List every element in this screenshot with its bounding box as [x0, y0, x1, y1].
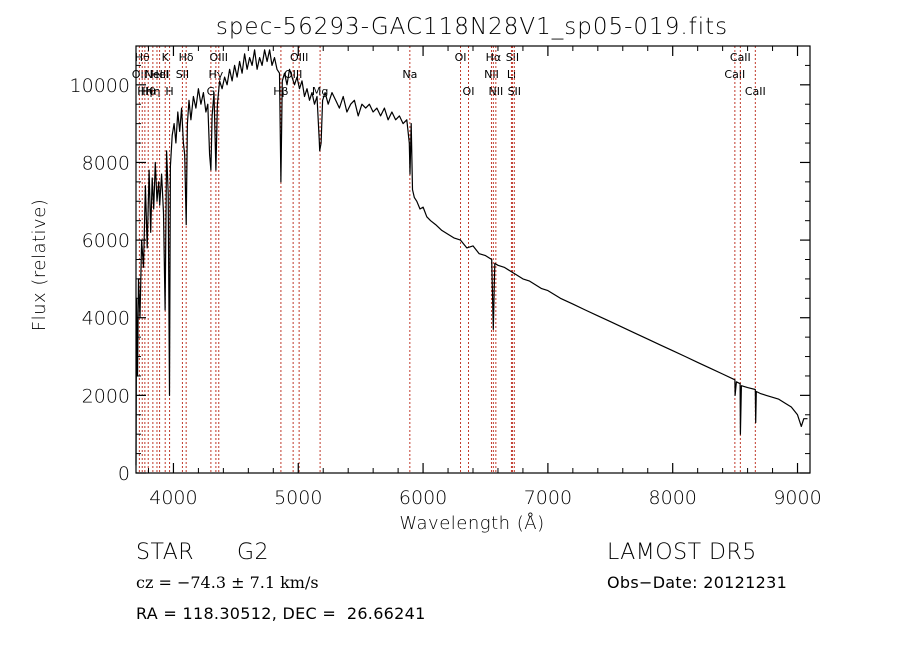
x-axis-label: Wavelength (Å) [399, 512, 544, 534]
line-marker-label: Hη [145, 85, 160, 98]
line-marker-label: NII [488, 85, 503, 98]
x-tick-label: 4000 [149, 487, 197, 509]
line-marker-label: SII [506, 51, 519, 64]
line-marker-label: Hθ [135, 51, 150, 64]
y-tick-label: 4000 [82, 308, 130, 330]
chart-title: spec-56293-GAC118N28V1_sp05-019.fits [216, 14, 728, 40]
object-class: STAR [136, 540, 195, 565]
line-marker-label: G [207, 85, 216, 98]
line-marker-label: SII [176, 68, 189, 81]
line-marker-label: CaII [724, 68, 745, 81]
line-marker-label: Hα [486, 51, 502, 64]
line-marker-label: CaII [730, 51, 751, 64]
object-subclass: G2 [237, 540, 270, 565]
line-marker-label: K [162, 51, 170, 64]
line-marker-label: Na [402, 68, 417, 81]
line-marker-label: Hθ [141, 85, 156, 98]
x-tick-label: 9000 [773, 487, 821, 509]
line-marker-label: NII [484, 68, 499, 81]
line-marker-label: Hβ [273, 85, 288, 98]
line-markers: OIIHθHηHθHηNeIIIHeIKHSIIHδGHγOIIIHβOIIIO… [132, 46, 766, 473]
obs-date: Obs−Date: 20121231 [607, 573, 788, 592]
line-marker-label: OIII [210, 51, 228, 64]
x-tick-label: 7000 [524, 487, 572, 509]
line-marker-label: NeIII [145, 68, 170, 81]
y-axis-label: Flux (relative) [29, 199, 50, 332]
coordinates: RA = 118.30512, DEC = 26.66241 [136, 604, 426, 623]
line-marker-label: OIII [290, 51, 308, 64]
line-marker-label: HeI [150, 68, 168, 81]
axes: 4000 5000 6000 7000 8000 9000 0 2000 4000 6000 800… [70, 46, 822, 509]
line-marker-label: SII [508, 85, 521, 98]
x-tick-label: 5000 [274, 487, 322, 509]
y-tick-label: 8000 [82, 152, 130, 174]
y-tick-label: 2000 [82, 385, 130, 407]
y-tick-label: 0 [118, 463, 130, 485]
line-marker-label: OI [463, 85, 475, 98]
line-marker-label: CaII [745, 85, 766, 98]
line-marker-label: H [165, 85, 173, 98]
x-tick-label: 6000 [399, 487, 447, 509]
plot-frame [135, 45, 811, 474]
y-tick-label: 6000 [82, 230, 130, 252]
survey-name: LAMOST DR5 [607, 540, 757, 565]
line-marker-label: Hγ [208, 68, 223, 81]
line-marker-label: Li [507, 68, 516, 81]
redshift-text: cz = −74.3 ± 7.1 km/s [136, 573, 319, 592]
line-marker-label: Hδ [179, 51, 194, 64]
spectrum-series-line [135, 49, 808, 466]
line-marker-label: OI [455, 51, 467, 64]
x-tick-label: 8000 [649, 487, 697, 509]
y-tick-label: 10000 [70, 75, 130, 97]
